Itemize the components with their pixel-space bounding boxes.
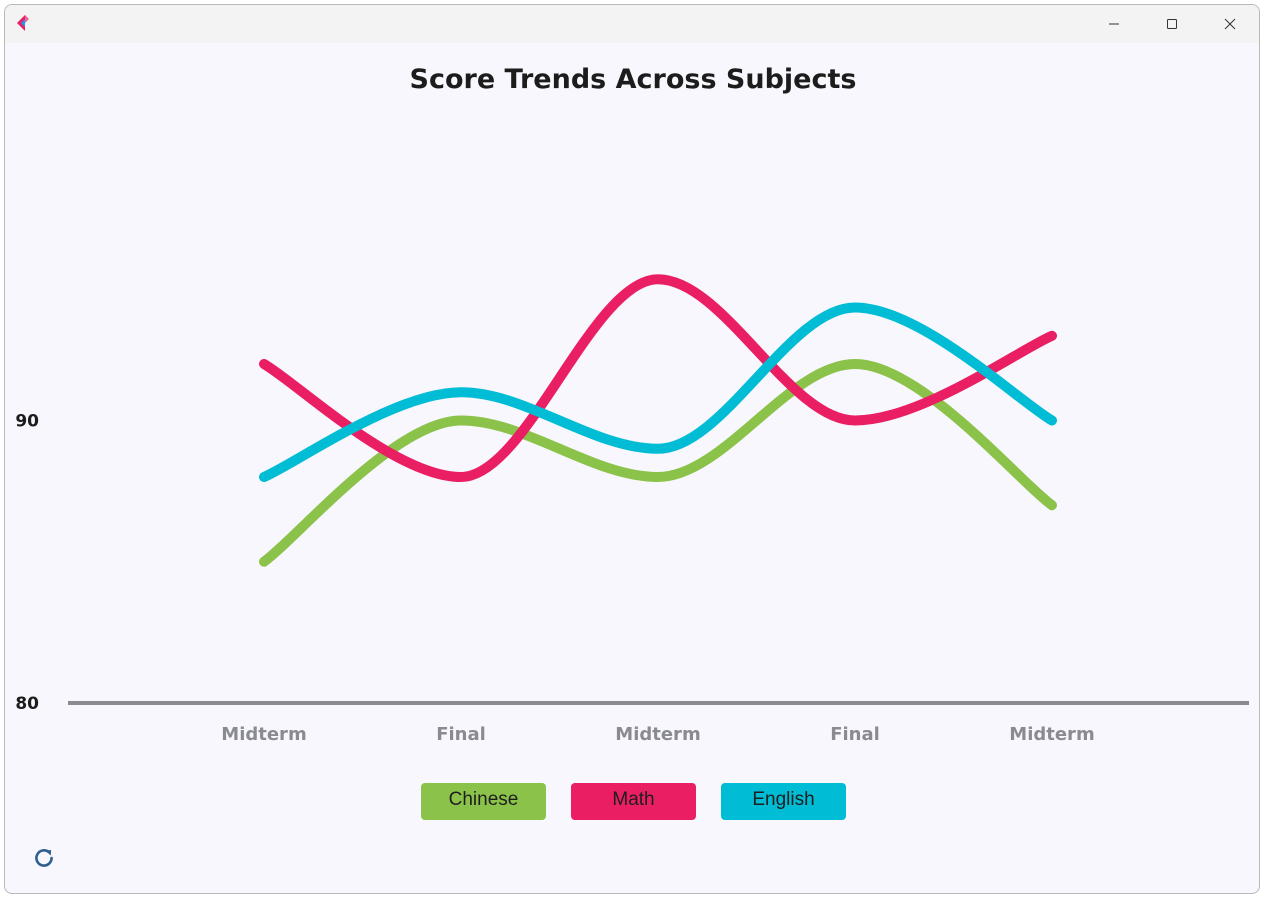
series-line-english bbox=[259, 302, 1057, 482]
legend-item-english[interactable]: English bbox=[721, 783, 846, 820]
minimize-icon bbox=[1109, 23, 1119, 25]
x-tick-label: Midterm bbox=[221, 724, 306, 745]
close-icon bbox=[1224, 18, 1236, 30]
x-tick-label: Final bbox=[830, 724, 880, 745]
line-chart: Score Trends Across Subjects 80 90 Midter… bbox=[15, 64, 1249, 745]
legend-item-chinese[interactable]: Chinese bbox=[421, 783, 546, 820]
x-tick-label: Final bbox=[436, 724, 486, 745]
x-tick-label: Midterm bbox=[615, 724, 700, 745]
app-window: Score Trends Across Subjects 80 90 Midter… bbox=[4, 4, 1260, 894]
legend-item-math[interactable]: Math bbox=[571, 783, 696, 820]
close-button[interactable] bbox=[1201, 5, 1259, 43]
x-axis-ticks: Midterm Final Midterm Final Midterm bbox=[221, 724, 1094, 745]
maximize-icon bbox=[1167, 19, 1177, 29]
y-tick-label: 90 bbox=[15, 412, 39, 432]
y-axis-ticks: 80 90 bbox=[15, 412, 39, 715]
refresh-button[interactable] bbox=[31, 845, 57, 871]
maximize-button[interactable] bbox=[1143, 5, 1201, 43]
app-logo-icon bbox=[17, 15, 29, 31]
series-line-math bbox=[259, 274, 1057, 482]
legend: Chinese Math English bbox=[421, 783, 846, 820]
x-tick-label: Midterm bbox=[1009, 724, 1094, 745]
chart-title: Score Trends Across Subjects bbox=[410, 64, 857, 95]
title-bar bbox=[5, 5, 1259, 43]
y-tick-label: 80 bbox=[15, 694, 39, 714]
minimize-button[interactable] bbox=[1085, 5, 1143, 43]
series-lines bbox=[259, 274, 1057, 567]
refresh-icon bbox=[35, 849, 53, 867]
